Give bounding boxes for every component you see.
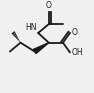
Text: OH: OH <box>72 48 83 57</box>
Text: O: O <box>72 28 78 37</box>
Polygon shape <box>33 43 49 54</box>
Text: HN: HN <box>25 23 36 32</box>
Text: O: O <box>46 1 52 10</box>
